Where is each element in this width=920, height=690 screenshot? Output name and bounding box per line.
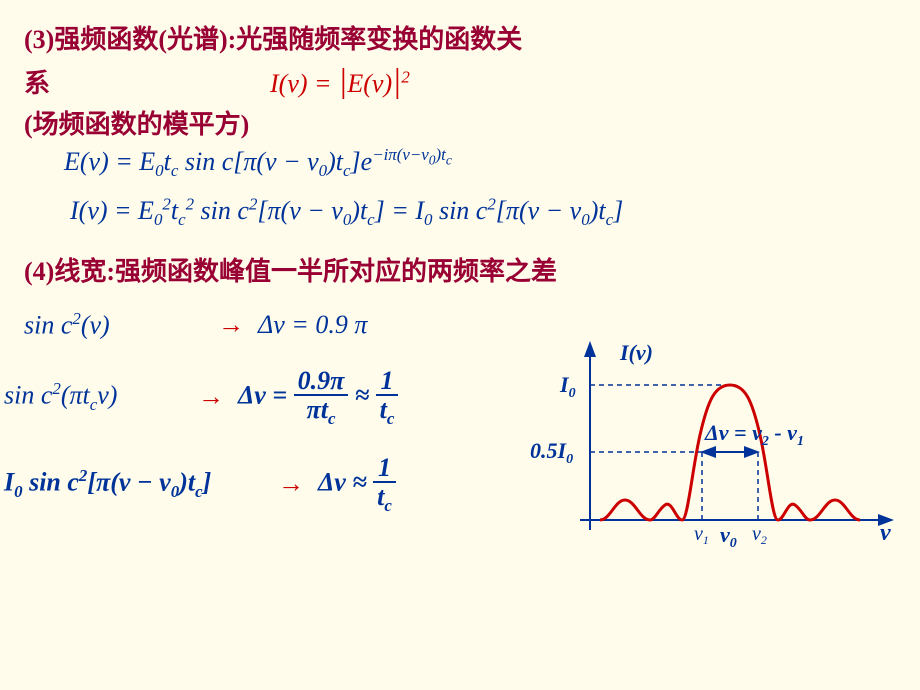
i-subc2: c xyxy=(367,210,375,229)
e-sub0: 0 xyxy=(155,161,163,180)
i-tc: t xyxy=(171,196,178,225)
e-nu-equation: E(ν) = E0tc sin c[π(ν − ν0)tc]e−iπ(ν−ν0)… xyxy=(64,144,896,183)
r2lb: (πt xyxy=(61,381,90,410)
linewidth-row1: sin c2(ν) → Δν = 0.9 π xyxy=(24,309,896,341)
r2ls: 2 xyxy=(52,379,60,398)
i-sinc2: sin c xyxy=(432,196,487,225)
eq-sq: 2 xyxy=(401,67,409,86)
f1da: πt xyxy=(307,395,328,424)
i-sinc: sin c xyxy=(194,196,249,225)
r2approx: ≈ xyxy=(355,380,376,409)
section3-title-line1: (3)强频函数(光谱):光强随频率变换的函数关 xyxy=(24,22,896,57)
r2rl: Δν = xyxy=(238,380,287,409)
r2ld: ν) xyxy=(97,381,117,410)
e-close2: ]e xyxy=(351,147,373,176)
i-sub0b: 0 xyxy=(343,210,351,229)
r1la: sin c xyxy=(24,311,72,340)
f3dc: c xyxy=(384,496,392,515)
intensity-equation: I(ν) = |E(ν)|2 xyxy=(270,59,410,105)
i-close3: )t xyxy=(590,196,606,225)
arrow-icon: → xyxy=(278,469,304,499)
f2dc: c xyxy=(387,409,395,428)
e-sinc: sin c[π(ν − ν xyxy=(178,147,318,176)
r1lb: (ν) xyxy=(81,311,110,340)
row3-left: I0 sin c2[π(ν − ν0)tc] xyxy=(4,466,264,502)
row1-right: Δν = 0.9 π xyxy=(258,310,367,340)
f1dc: c xyxy=(328,409,336,428)
e-sub0b: 0 xyxy=(319,161,327,180)
section3-title-line2: 系 xyxy=(24,66,50,101)
i-sup2d: 2 xyxy=(487,194,495,213)
row1-left: sin c2(ν) xyxy=(24,309,204,341)
f3n: 1 xyxy=(373,454,396,483)
e-exp-c: c xyxy=(446,153,452,168)
f2n: 1 xyxy=(376,367,399,396)
svg-text:ν: ν xyxy=(880,520,891,546)
r3lf: ] xyxy=(203,468,212,497)
e-lhs: E(ν) = E xyxy=(64,147,155,176)
i-sup2a: 2 xyxy=(162,194,170,213)
r3lb: [π(ν − ν xyxy=(87,468,170,497)
eq-enu: E(ν) xyxy=(347,69,392,98)
svg-text:ν2: ν2 xyxy=(752,523,767,547)
svg-text:ν1: ν1 xyxy=(694,523,709,547)
eq-lhs: I(ν) = xyxy=(270,69,332,98)
r3rl: Δν ≈ xyxy=(318,467,373,496)
r1ls: 2 xyxy=(72,309,80,328)
sinc-chart: I(ν) I0 0.5I0 ν ν1 ν0 ν2 Δν = ν2 - ν1 xyxy=(500,340,900,577)
i-close4: ] xyxy=(613,196,623,225)
r3lc: 0 xyxy=(171,482,179,501)
i-close1: )t xyxy=(351,196,367,225)
i-nu-equation: I(ν) = E02tc2 sin c2[π(ν − ν0)tc] = I0 s… xyxy=(70,193,896,232)
e-exp0: 0 xyxy=(429,153,436,168)
row2-right: Δν = 0.9π πtc ≈ 1 tc xyxy=(238,367,398,428)
i-lhs: I(ν) = E xyxy=(70,196,154,225)
row3-right: Δν ≈ 1 tc xyxy=(318,454,396,515)
f2da: t xyxy=(380,395,387,424)
e-close1: )t xyxy=(327,147,343,176)
r3lI: I xyxy=(4,468,14,497)
e-subc2: c xyxy=(343,161,351,180)
i-close2: ] = I xyxy=(375,196,424,225)
i-sub0d: 0 xyxy=(581,210,589,229)
svg-text:I0: I0 xyxy=(559,372,576,401)
f1n: 0.9π xyxy=(294,367,349,396)
i-sup2b: 2 xyxy=(186,194,194,213)
r2la: sin c xyxy=(4,381,52,410)
i-arg1: [π(ν − ν xyxy=(257,196,342,225)
eq-abs-open: | xyxy=(338,63,347,100)
arrow-icon: → xyxy=(198,382,224,412)
i-subc3: c xyxy=(606,210,614,229)
svg-text:I(ν): I(ν) xyxy=(619,340,653,365)
e-exp-close: )t xyxy=(436,145,446,164)
e-tc: t xyxy=(164,147,171,176)
r3le: c xyxy=(195,482,203,501)
svg-text:0.5I0: 0.5I0 xyxy=(530,438,573,467)
section4-title: (4)线宽:强频函数峰值一半所对应的两频率之差 xyxy=(24,254,896,289)
svg-text:ν0: ν0 xyxy=(720,522,737,551)
row2-left: sin c2(πtcν) xyxy=(4,379,184,415)
i-arg2: [π(ν − ν xyxy=(496,196,581,225)
r3ld: )t xyxy=(179,468,195,497)
r3la: sin c xyxy=(23,468,79,497)
r3lI0: 0 xyxy=(14,482,22,501)
i-tc-sub: c xyxy=(178,210,186,229)
svg-text:Δν = ν2 - ν1: Δν = ν2 - ν1 xyxy=(704,420,804,449)
e-exp: −iπ(ν−ν xyxy=(372,145,429,164)
arrow-icon: → xyxy=(218,310,244,340)
section3-subtitle: (场频函数的模平方) xyxy=(24,107,896,142)
